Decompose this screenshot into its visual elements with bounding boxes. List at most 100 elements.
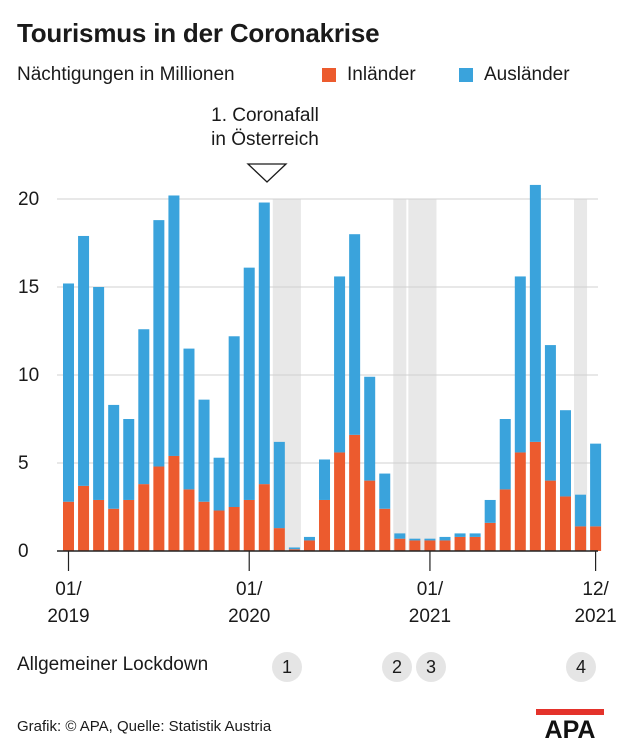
x-tick-label-month: 01/ (55, 579, 82, 600)
bar-inlaender (288, 549, 300, 551)
x-tick-label-year: 2021 (409, 606, 451, 627)
legend-item-inlaender: Inländer (322, 64, 416, 86)
bar-inlaender (213, 510, 225, 551)
bar-auslaender (63, 283, 74, 502)
bar-inlaender (123, 499, 135, 551)
bar-inlaender (439, 540, 451, 551)
bar-auslaender (454, 533, 466, 537)
bar-auslaender (183, 348, 195, 490)
bar-auslaender (273, 441, 285, 529)
first-case-annotation: 1. Coronafall in Österreich (170, 104, 360, 152)
bar-auslaender (559, 410, 571, 497)
bar-auslaender (334, 276, 346, 453)
bar-auslaender (514, 276, 526, 453)
bar-inlaender (63, 501, 74, 551)
lockdown-row-label: Allgemeiner Lockdown (17, 654, 209, 675)
bar-inlaender (379, 508, 391, 551)
bar-inlaender (78, 485, 90, 551)
bar-inlaender (529, 441, 541, 551)
bar-inlaender (590, 526, 602, 551)
bar-auslaender (198, 399, 210, 502)
bar-inlaender (454, 536, 466, 551)
x-tick-label-year: 2021 (574, 606, 616, 627)
bar-auslaender (349, 234, 361, 435)
bar-auslaender (544, 345, 556, 481)
bar-auslaender (243, 267, 255, 500)
bar-inlaender (303, 540, 315, 551)
bar-auslaender (303, 536, 315, 541)
bar-auslaender (575, 494, 587, 527)
bar-auslaender (499, 419, 511, 490)
bar-inlaender (198, 501, 210, 551)
bar-auslaender (78, 235, 90, 486)
x-tick-label-month: 12/ (582, 579, 609, 600)
x-tick-label-year: 2019 (47, 606, 89, 627)
bar-inlaender (243, 499, 255, 551)
bar-inlaender (575, 526, 587, 551)
bar-inlaender (499, 489, 511, 551)
bar-inlaender (228, 507, 240, 551)
bar-auslaender (590, 443, 602, 527)
bar-inlaender (183, 489, 195, 551)
apa-logo: APA (536, 709, 604, 739)
bar-inlaender (93, 499, 105, 551)
bar-auslaender (228, 336, 240, 507)
bar-auslaender (529, 184, 541, 442)
bar-inlaender (138, 484, 150, 551)
apa-logo-text: APA (545, 716, 596, 739)
x-tick-label-month: 01/ (417, 579, 444, 600)
bar-auslaender (138, 329, 150, 485)
first-case-marker (246, 163, 288, 183)
bar-auslaender (394, 533, 406, 539)
lockdown-badge-2: 2 (382, 652, 412, 682)
bar-inlaender (514, 452, 526, 551)
bar-auslaender (153, 220, 165, 467)
y-tick-label: 20 (18, 189, 39, 210)
bar-inlaender (484, 522, 496, 551)
bar-auslaender (123, 419, 135, 500)
bar-auslaender (213, 457, 225, 511)
legend-label-inlaender: Inländer (347, 64, 416, 85)
bar-inlaender (319, 499, 331, 551)
lockdown-badge-1: 1 (272, 652, 302, 682)
chart-subtitle: Nächtigungen in Millionen (17, 64, 235, 85)
bar-auslaender (409, 538, 421, 541)
bar-inlaender (108, 508, 120, 551)
bar-auslaender (424, 538, 436, 541)
y-tick-label: 5 (18, 453, 29, 474)
bar-auslaender (379, 473, 391, 509)
bar-inlaender (273, 528, 285, 551)
source-credit: Grafik: © APA, Quelle: Statistik Austria (17, 718, 272, 735)
bar-inlaender (334, 452, 346, 551)
bar-auslaender (439, 536, 451, 541)
bar-auslaender (93, 287, 105, 500)
x-tick-label-month: 01/ (236, 579, 263, 600)
annotation-line-2: in Österreich (211, 129, 319, 150)
chart-title: Tourismus in der Coronakrise (17, 18, 380, 48)
bar-inlaender (544, 480, 556, 551)
x-tick-label-year: 2020 (228, 606, 270, 627)
bar-auslaender (258, 202, 270, 485)
bar-inlaender (349, 434, 361, 551)
bar-inlaender (153, 466, 165, 551)
legend-swatch-auslaender (459, 68, 473, 82)
y-tick-label: 0 (18, 541, 29, 562)
lockdown-badge-3: 3 (416, 652, 446, 682)
bar-auslaender (484, 499, 496, 523)
y-tick-label: 10 (18, 365, 39, 386)
lockdown-badge-4: 4 (566, 652, 596, 682)
stacked-bar-chart: 0 5 10 15 20 01/2019 01/2020 01/2021 12/2021 (18, 163, 617, 627)
legend-swatch-inlaender (322, 68, 336, 82)
annotation-line-1: 1. Coronafall (211, 105, 319, 126)
bar-inlaender (409, 540, 421, 551)
legend-label-auslaender: Ausländer (484, 64, 570, 85)
bar-inlaender (559, 496, 571, 551)
bar-auslaender (469, 533, 481, 537)
bar-inlaender (364, 480, 376, 551)
bar-auslaender (288, 547, 300, 550)
y-tick-label: 15 (18, 277, 39, 298)
bar-inlaender (469, 536, 481, 551)
bar-auslaender (108, 404, 120, 509)
bar-inlaender (258, 484, 270, 551)
bar-auslaender (319, 459, 331, 500)
